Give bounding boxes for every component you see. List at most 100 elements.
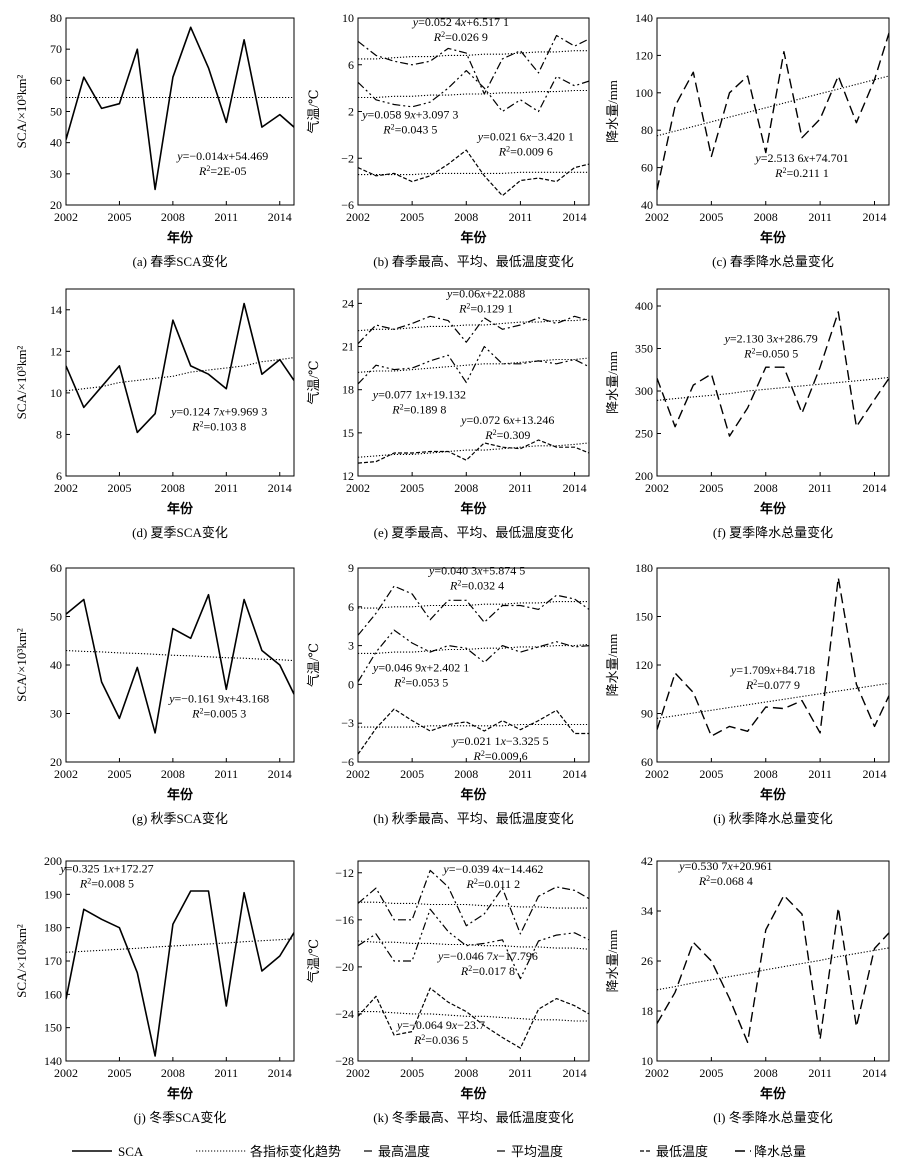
x-tick-label: 2002 [645,767,669,781]
y-axis-label: 气温/℃ [306,939,321,983]
series-line-sca [66,26,294,191]
series-line-precip [657,577,889,737]
y-tick-label: 42 [641,854,653,868]
x-tick-label: 2005 [400,210,424,224]
x-tick-label: 2008 [454,1066,478,1080]
x-tick-label: 2014 [268,481,292,495]
series-line-trend [358,171,589,176]
y-tick-label: 30 [50,167,62,181]
r-squared-label: R2=0.129 1 [458,301,513,316]
x-tick-label: 2005 [107,210,131,224]
series-line-trend [358,940,589,950]
r-squared-label: R2=0.077 9 [745,677,800,692]
regression-equation: y=−0.039 4x−14.462 [442,862,543,876]
x-tick-label: 2008 [161,210,185,224]
series-line-trend [358,50,589,60]
panel-caption: (e) 夏季最高、平均、最低温度变化 [374,525,574,540]
r-squared-label: R2=0.011 2 [466,876,521,891]
series-line-tmax [358,34,589,95]
series-line-tmax [358,869,589,935]
x-axis-label: 年份 [460,501,487,516]
x-tick-label: 2002 [54,1066,78,1080]
y-axis-label: SCA/×10³km² [14,346,29,420]
y-tick-label: 60 [641,161,653,175]
y-axis-label: 降水量/mm [605,351,620,414]
x-tick-label: 2011 [215,481,239,495]
y-tick-label: 100 [635,86,653,100]
x-tick-label: 2011 [808,481,832,495]
r-squared-label: R2=2E-05 [198,163,246,178]
y-tick-label: −6 [341,198,354,212]
series-line-tmax [358,585,589,636]
series-line-precip [657,894,889,1044]
legend-label-precip: 降水总量 [754,1144,806,1159]
x-axis-label: 年份 [167,1086,194,1101]
legend-label-tmax: 最高温度 [378,1144,430,1159]
r-squared-label: R2=0.189 8 [391,402,446,417]
y-tick-label: 60 [50,73,62,87]
panel-caption: (c) 春季降水总量变化 [712,254,834,269]
plot-frame [65,17,295,206]
regression-equation: y=0.072 6x+13.246 [460,413,554,427]
y-tick-label: 40 [50,658,62,672]
x-axis-label: 年份 [167,230,194,245]
regression-equation: y=0.046 9x+2.402 1 [372,660,469,674]
x-tick-label: 2002 [54,210,78,224]
x-axis-label: 年份 [460,787,487,802]
y-tick-label: 9 [348,561,354,575]
x-tick-label: 2014 [863,210,887,224]
y-tick-label: 400 [635,299,653,313]
panel-l: 10 18 26 34 42 2002 2005 2008 2011 2014 年份 降水量/mm (l… [605,854,890,1125]
y-tick-label: 40 [641,198,653,212]
x-tick-label: 2014 [863,1066,887,1080]
x-tick-label: 2008 [161,1066,185,1080]
y-axis-label: 降水量/mm [605,80,620,143]
regression-equation: y=0.058 9x+3.097 3 [361,108,458,122]
regression-equation: y=−0.014x+54.469 [176,149,268,163]
panel-caption: (j) 冬季SCA变化 [134,1110,227,1125]
regression-equation: y=−0.046 7x−17.796 [437,949,538,963]
series-line-sca [66,593,294,734]
plot-frame [656,860,890,1062]
x-tick-label: 2014 [268,1066,292,1080]
x-axis-label: 年份 [460,1086,487,1101]
x-tick-label: 2005 [107,481,131,495]
panel-i: 60 90 120 150 180 2002 2005 2008 2011 2014 年份 降水量/m… [605,561,890,826]
series-line-trend [358,442,589,458]
y-tick-label: −24 [335,1007,354,1021]
y-tick-label: 6 [56,469,62,483]
x-tick-label: 2011 [509,210,533,224]
series-line-trend [358,723,589,728]
y-tick-label: 24 [342,296,354,310]
y-tick-label: 40 [50,136,62,150]
x-tick-label: 2011 [808,767,832,781]
x-tick-label: 2002 [346,1066,370,1080]
r-squared-label: R2=0.005 3 [191,706,246,721]
panel-caption: (a) 春季SCA变化 [133,254,228,269]
panel-c: 40 60 80 100 120 140 2002 2005 2008 2011 2014 年份 降水量… [605,11,890,269]
y-tick-label: 150 [44,1021,62,1035]
series-line-trend [358,601,589,609]
r-squared-label: R2=0.211 1 [774,165,829,180]
series-line-tavg [358,908,589,980]
x-tick-label: 2005 [400,767,424,781]
x-tick-label: 2011 [509,767,533,781]
x-tick-label: 2008 [454,210,478,224]
series-line-trend [358,318,589,332]
series-line-tavg [358,629,589,683]
x-tick-label: 2005 [699,210,723,224]
y-axis-label: SCA/×10³km² [14,75,29,149]
panel-g: 20 30 40 50 60 2002 2005 2008 2011 2014 年份 SCA/×10³… [14,561,295,826]
series-line-trend [66,649,294,662]
series-line-tmin [358,708,589,755]
x-tick-label: 2008 [754,210,778,224]
x-tick-label: 2011 [808,1066,832,1080]
regression-equation: y=0.021 1x−3.325 5 [451,734,548,748]
r-squared-label: R2=0.032 4 [449,578,504,593]
y-tick-label: 60 [50,561,62,575]
x-tick-label: 2014 [268,210,292,224]
y-tick-label: 14 [50,303,62,317]
y-tick-label: −3 [341,716,354,730]
regression-equation: y=0.077 1x+19.132 [372,387,466,401]
